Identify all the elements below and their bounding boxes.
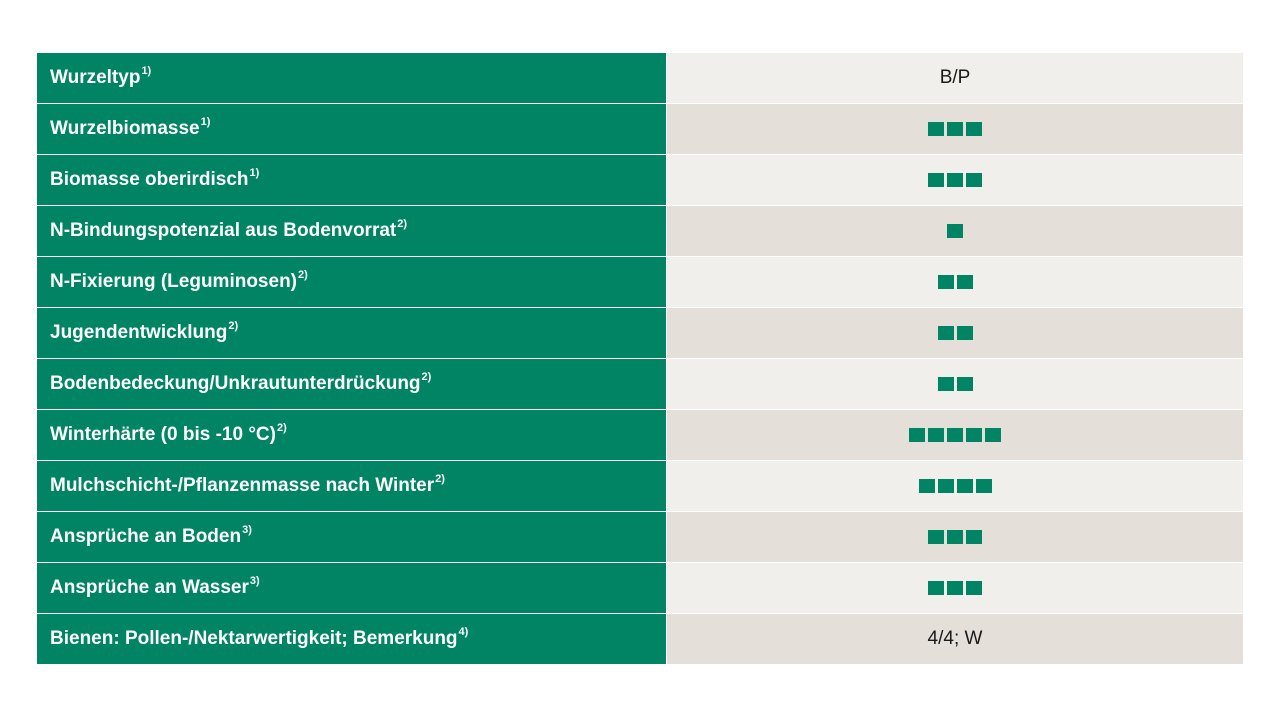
rating-square: [937, 326, 954, 340]
rating-square: [947, 530, 963, 544]
rating-squares: [947, 224, 963, 238]
table-row: Bodenbedeckung/Unkrautunterdrückung 2): [37, 359, 1243, 410]
table-row: Mulchschicht-/Pflanzenmasse nach Winter 2…: [37, 461, 1243, 512]
rating-square: [909, 428, 925, 442]
rating-square: [956, 479, 973, 493]
rating-square: [937, 377, 954, 391]
footnote-marker: 3): [242, 524, 252, 536]
rating-square: [918, 479, 935, 493]
table-row: Jugendentwicklung 2): [37, 308, 1243, 359]
footnote-marker: 2): [276, 422, 287, 434]
row-value: 4/4; W: [667, 614, 1243, 664]
row-label: Jugendentwicklung 2): [37, 308, 666, 358]
rating-square: [928, 122, 944, 136]
rating-square: [928, 530, 944, 544]
table-row: Wurzelbiomasse 1): [37, 104, 1243, 155]
rating-squares: [928, 122, 982, 136]
footnote-marker: 2): [397, 218, 408, 230]
row-value: [667, 410, 1243, 460]
row-label: Mulchschicht-/Pflanzenmasse nach Winter 2…: [37, 461, 666, 511]
table-row: Ansprüche an Boden 3): [37, 512, 1243, 563]
row-value: [667, 359, 1243, 409]
rating-square: [937, 479, 954, 493]
table-row: Winterhärte (0 bis -10 °C) 2): [37, 410, 1243, 461]
row-label: Bienen: Pollen-/Nektarwertigkeit; Bemerk…: [37, 614, 666, 664]
value-text: 4/4; W: [927, 628, 983, 649]
row-value: [667, 155, 1243, 205]
rating-square: [966, 581, 982, 595]
row-value: [667, 206, 1243, 256]
table-row: Biomasse oberirdisch 1): [37, 155, 1243, 206]
row-value: [667, 308, 1243, 358]
rating-square: [966, 530, 982, 544]
rating-square: [985, 428, 1001, 442]
table-row: Wurzeltyp 1) B/P: [37, 53, 1243, 104]
rating-square: [975, 479, 992, 493]
rating-square: [947, 581, 963, 595]
row-label: Wurzelbiomasse 1): [37, 104, 666, 154]
rating-squares: [928, 581, 982, 595]
rating-squares: [928, 530, 982, 544]
rating-squares: [909, 428, 1001, 442]
rating-square: [947, 173, 963, 187]
row-label: Ansprüche an Boden 3): [37, 512, 666, 562]
footnote-marker: 2): [435, 473, 445, 485]
footnote-marker: 1): [141, 65, 152, 77]
row-label: Bodenbedeckung/Unkrautunterdrückung 2): [37, 359, 666, 409]
properties-table: Wurzeltyp 1) B/P Wurzelbiomasse 1) Biomass…: [37, 53, 1243, 664]
footnote-marker: 3): [249, 575, 260, 587]
row-value: [667, 461, 1243, 511]
rating-square: [956, 275, 973, 289]
rating-square: [947, 122, 963, 136]
footnote-marker: 1): [200, 116, 211, 128]
rating-square: [937, 275, 954, 289]
row-label: N-Bindungspotenzial aus Bodenvorrat 2): [37, 206, 666, 256]
rating-square: [947, 428, 963, 442]
row-value: [667, 104, 1243, 154]
table-row: N-Bindungspotenzial aus Bodenvorrat 2): [37, 206, 1243, 257]
rating-square: [956, 377, 973, 391]
value-text: B/P: [939, 67, 971, 88]
footnote-marker: 2): [228, 320, 239, 332]
table-row: Bienen: Pollen-/Nektarwertigkeit; Bemerk…: [37, 614, 1243, 664]
row-value: [667, 257, 1243, 307]
table-row: N-Fixierung (Leguminosen) 2): [37, 257, 1243, 308]
row-value: [667, 563, 1243, 613]
rating-square: [928, 428, 944, 442]
rating-square: [966, 122, 982, 136]
rating-squares: [937, 377, 973, 391]
rating-square: [928, 173, 944, 187]
row-label: Wurzeltyp 1): [37, 53, 666, 103]
row-value: B/P: [667, 53, 1243, 103]
footnote-marker: 1): [249, 167, 260, 179]
table-row: Ansprüche an Wasser 3): [37, 563, 1243, 614]
rating-squares: [937, 275, 973, 289]
row-label: N-Fixierung (Leguminosen) 2): [37, 257, 666, 307]
rating-square: [956, 326, 973, 340]
rating-square: [928, 581, 944, 595]
footnote-marker: 2): [298, 269, 308, 281]
rating-square: [966, 428, 982, 442]
footnote-marker: 2): [421, 371, 432, 383]
rating-squares: [937, 326, 973, 340]
row-label: Winterhärte (0 bis -10 °C) 2): [37, 410, 666, 460]
rating-square: [966, 173, 982, 187]
row-label: Biomasse oberirdisch 1): [37, 155, 666, 205]
rating-square: [947, 224, 963, 238]
rating-squares: [928, 173, 982, 187]
row-label: Ansprüche an Wasser 3): [37, 563, 666, 613]
row-value: [667, 512, 1243, 562]
rating-squares: [918, 479, 992, 493]
footnote-marker: 4): [458, 626, 469, 638]
